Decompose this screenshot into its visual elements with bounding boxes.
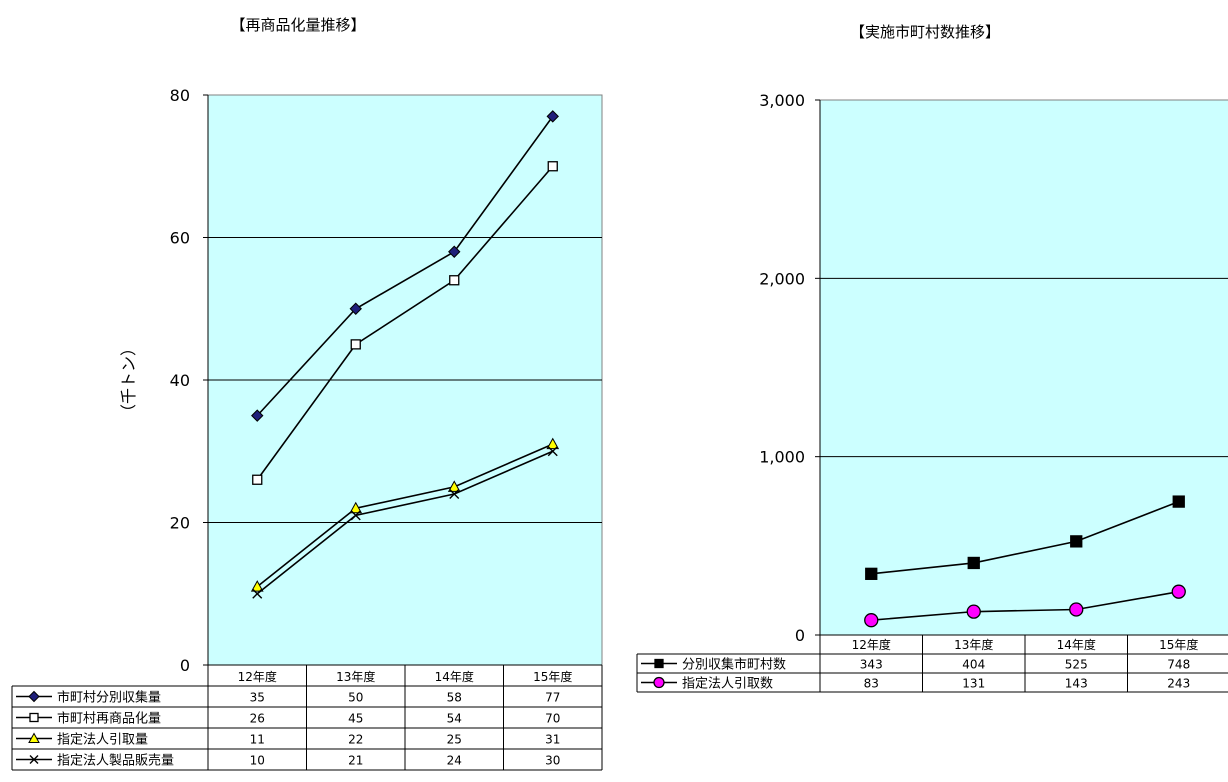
chart-1-data-point	[547, 161, 558, 172]
chart-1-data-label: 54	[447, 712, 462, 726]
chart-1-data-point	[448, 245, 461, 258]
chart-1-data-point	[251, 409, 264, 422]
chart-2-data-label: 131	[962, 677, 985, 691]
chart-1-data-label: 22	[348, 733, 363, 747]
chart-1-series-line	[256, 450, 554, 595]
chart-1-data-label: 50	[348, 691, 363, 705]
chart-1-legend-marker	[28, 732, 40, 743]
chart-2-data-point	[865, 567, 878, 580]
chart-1-data-label: 30	[545, 754, 560, 768]
chart-2-data-point	[1172, 495, 1185, 508]
chart-1-legend-marker	[28, 690, 40, 703]
chart-1-legend-marker	[29, 712, 39, 723]
chart-2-data-point	[966, 604, 981, 619]
chart-1-data-point	[349, 302, 362, 315]
chart-1-data-label: 58	[447, 691, 462, 705]
chart-1-legend-label: 指定法人製品販売量	[57, 753, 174, 769]
chart-2-x-tick-label: 12年度	[852, 637, 891, 652]
chart-1-data-point	[349, 501, 363, 514]
chart-2-title: 【実施市町村数推移】	[850, 23, 1000, 41]
chart-2-x-tick-label: 13年度	[954, 637, 993, 652]
chart-1-data-label: 25	[447, 733, 462, 747]
chart-1-series-line	[256, 165, 554, 481]
chart-2-data-label: 748	[1167, 658, 1190, 672]
chart-2-x-tick-label: 14年度	[1057, 637, 1096, 652]
chart-1-data-label: 31	[545, 733, 560, 747]
chart-2-data-label: 83	[864, 677, 879, 691]
chart-1-data-label: 10	[250, 754, 265, 768]
chart-2-x-tick-label: 15年度	[1159, 637, 1198, 652]
chart-2-data-label: 243	[1167, 677, 1190, 691]
chart-1-data-label: 45	[348, 712, 363, 726]
chart-2-y-tick-label: 0	[795, 626, 805, 645]
chart-1-y-tick-label: 80	[170, 86, 190, 105]
chart-1-x-tick-label: 12年度	[238, 669, 277, 684]
chart-1-legend-marker	[29, 755, 39, 764]
chart-2-data-label: 525	[1065, 658, 1088, 672]
chart-2-data-point	[1069, 602, 1084, 617]
chart-2-plot-area	[819, 99, 1228, 636]
chart-1-x-tick-label: 15年度	[533, 669, 572, 684]
chart-1-data-point	[447, 480, 461, 492]
chart-2-legend-marker	[653, 676, 665, 689]
chart-1-y-tick-label: 40	[170, 371, 190, 390]
chart-1-data-label: 35	[250, 691, 265, 705]
chart-2-data-point	[1171, 584, 1186, 599]
chart-1-legend-label: 指定法人引取量	[57, 733, 148, 748]
chart-1-legend-label: 市町村分別収集量	[57, 690, 161, 706]
chart-2: 0 1,000 2,000 3,000 12年度 13年度 14年度 15年度分別収集市町村数…	[636, 91, 1228, 693]
chart-1-data-point	[350, 339, 361, 350]
chart-2-legend-label: 指定法人引取数	[682, 677, 773, 692]
chart-1-series-line	[256, 443, 554, 588]
chart-1-data-label: 26	[250, 712, 265, 726]
chart-1-data-point	[449, 275, 460, 286]
chart-1-data-label: 70	[545, 712, 560, 726]
chart-1-y-tick-label: 20	[170, 514, 190, 533]
chart-1-data-point	[449, 489, 460, 499]
chart-1-data-label: 77	[545, 691, 560, 705]
chart-2-data-point	[864, 613, 879, 628]
chart-2-y-tick-label: 3,000	[759, 91, 805, 110]
chart-1-data-label: 21	[348, 754, 363, 768]
chart-2-data-point	[1070, 535, 1083, 548]
chart-1-data-point	[546, 110, 559, 123]
chart-2-data-label: 143	[1065, 677, 1088, 691]
chart-2-y-tick-label: 2,000	[759, 269, 805, 288]
chart-1-y-tick-label: 60	[170, 229, 190, 248]
chart-1-data-label: 24	[447, 754, 462, 768]
chart-1-data-point	[350, 510, 361, 521]
chart-1-x-tick-label: 13年度	[336, 669, 375, 684]
chart-1-y-tick-label: 0	[180, 656, 190, 675]
chart-2-data-label: 404	[962, 658, 985, 672]
chart-2-series-line	[871, 500, 1180, 575]
chart-2-legend-marker	[654, 658, 664, 669]
chart-1-data-point	[546, 437, 560, 450]
chart-2-data-label: 343	[860, 658, 883, 672]
chart-1-data-label: 11	[250, 733, 265, 747]
chart-1-x-tick-label: 14年度	[435, 669, 474, 684]
chart-1-data-point	[547, 446, 558, 457]
chart-1-data-point	[252, 474, 263, 485]
chart-1-title: 【再商品化量推移】	[230, 16, 365, 34]
chart-2-legend-label: 分別収集市町村数	[682, 657, 786, 673]
chart-1-data-point	[252, 588, 263, 599]
chart-1-y-axis-label: （千トン）	[119, 340, 138, 420]
chart-2-data-point	[967, 556, 980, 570]
chart-1-legend-label: 市町村再商品化量	[57, 711, 161, 727]
chart-2-series-line	[871, 590, 1179, 621]
chart-1-series-line	[256, 115, 554, 417]
chart-1-data-point	[250, 580, 264, 592]
chart-2-y-tick-label: 1,000	[759, 448, 805, 467]
